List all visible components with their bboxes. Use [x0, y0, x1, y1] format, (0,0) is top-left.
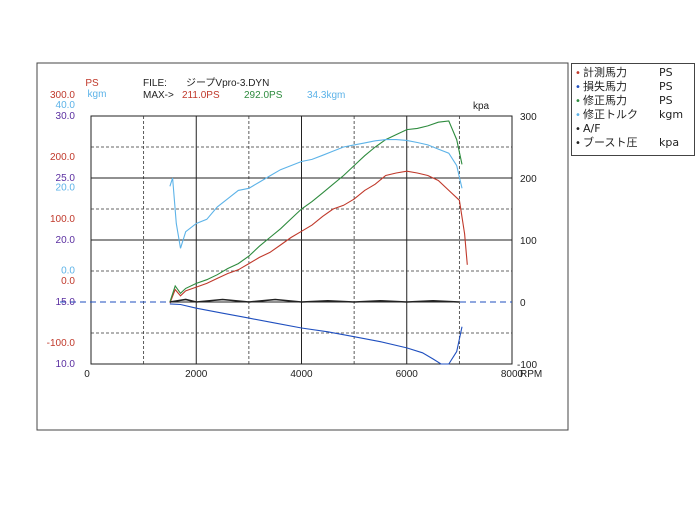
legend-item: • ブースト圧 kpa: [575, 137, 679, 150]
af-tick-label: 15.0: [56, 297, 76, 308]
kpa-tick-label: 100: [520, 236, 537, 247]
x-tick-label: 0: [84, 369, 90, 380]
legend-label: 損失馬力: [583, 80, 627, 93]
legend-item: • A/F: [575, 123, 659, 136]
legend-bullet-icon: •: [575, 110, 581, 121]
unit-kgm: kgm: [88, 89, 107, 100]
max-ps-corrected: 292.0PS: [244, 90, 283, 101]
legend-item: • 修正トルク kgm: [575, 109, 683, 122]
x-tick-label: 6000: [396, 369, 419, 380]
legend-unit: kpa: [659, 136, 680, 149]
legend-label: 修正馬力: [583, 94, 627, 107]
legend-label: 計測馬力: [583, 66, 627, 79]
legend: • 計測馬力 PS • 損失馬力 PS • 修正馬力 PS • 修正トルク kgm • A/F • ブースト圧…: [571, 63, 695, 156]
max-ps-measured: 211.0PS: [182, 90, 220, 101]
af-tick-label: 20.0: [56, 235, 76, 246]
legend-bullet-icon: •: [575, 138, 581, 149]
legend-bullet-icon: •: [575, 124, 581, 135]
kpa-tick-label: -100: [517, 360, 537, 371]
kpa-tick-label: 200: [520, 174, 537, 185]
af-tick-label: 10.0: [56, 359, 76, 370]
series-line-1: [169, 170, 468, 304]
legend-bullet-icon: •: [575, 82, 581, 93]
legend-unit: PS: [659, 94, 673, 107]
ps-tick-label: 0.0: [61, 276, 75, 287]
legend-unit: kgm: [659, 108, 684, 121]
ps-tick-label: 200.0: [50, 152, 75, 163]
legend-bullet-icon: •: [575, 68, 581, 79]
kgm-tick-label: 20.0: [56, 183, 76, 194]
legend-label: ブースト圧: [583, 136, 638, 149]
legend-label: 修正トルク: [583, 108, 638, 121]
grid: [90, 115, 513, 365]
max-label: MAX->: [143, 90, 174, 101]
legend-bullet-icon: •: [575, 96, 581, 107]
legend-item: • 修正馬力 PS: [575, 95, 673, 108]
legend-label: A/F: [583, 122, 601, 135]
kpa-tick-label: 0: [520, 298, 526, 309]
ps-tick-label: 100.0: [50, 214, 75, 225]
series-lines: [169, 120, 468, 365]
af-tick-label: 30.0: [56, 111, 76, 122]
af-tick-label: 25.0: [56, 173, 76, 184]
series-line-2: [169, 303, 463, 365]
axis-labels: 300.0 200.0 100.0 0.0 -100.0 40.0 20.0 0.0 30.0 2…: [47, 90, 543, 380]
file-label: FILE:: [143, 78, 167, 89]
ps-tick-label: -100.0: [47, 338, 76, 349]
kgm-tick-label: 40.0: [56, 100, 76, 111]
series-line-4: [169, 139, 463, 249]
series-line-3: [169, 120, 463, 303]
legend-item: • 損失馬力 PS: [575, 81, 673, 94]
max-torque: 34.3kgm: [307, 90, 345, 101]
x-tick-label: 2000: [185, 369, 208, 380]
kgm-tick-label: 0.0: [61, 265, 75, 276]
legend-unit: PS: [659, 66, 673, 79]
x-tick-label: 8000: [501, 369, 524, 380]
kpa-tick-label: 300: [520, 112, 537, 123]
chart-frame: [36, 62, 569, 431]
unit-ps: PS: [85, 78, 99, 89]
legend-item: • 計測馬力 PS: [575, 67, 673, 80]
x-tick-label: 4000: [290, 369, 313, 380]
file-name: ジープVpro-3.DYN: [186, 77, 269, 89]
unit-kpa: kpa: [473, 101, 490, 112]
x-axis-label: RPM: [520, 369, 542, 380]
legend-unit: PS: [659, 80, 673, 93]
ps-tick-label: 300.0: [50, 90, 75, 101]
